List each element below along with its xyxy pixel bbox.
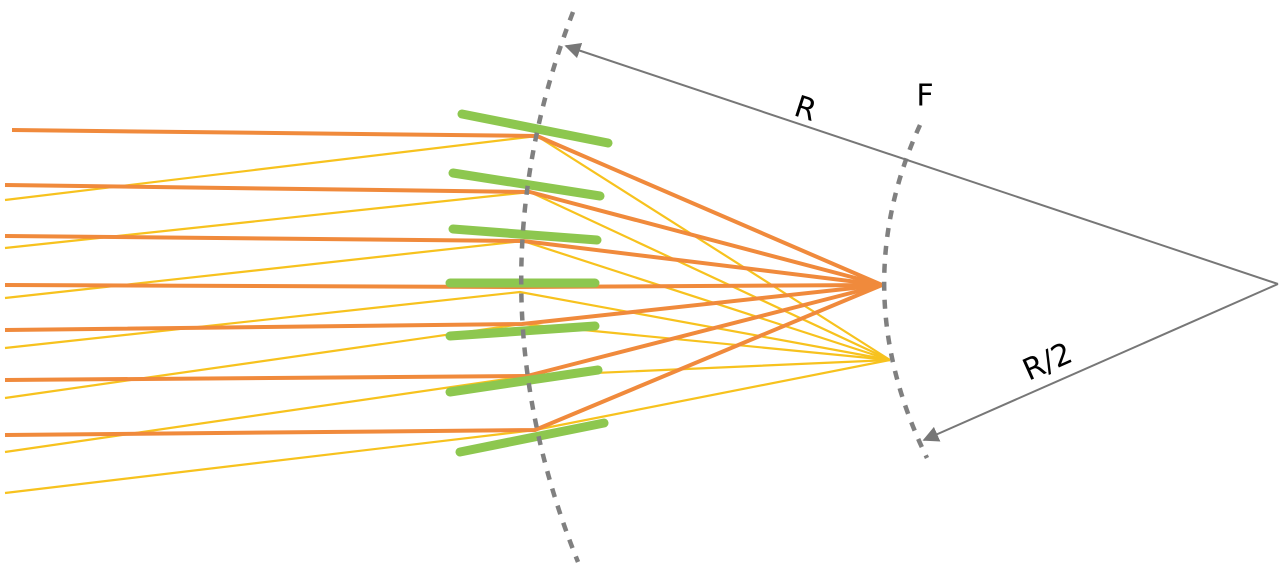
ray — [4, 183, 883, 287]
mirror-segments — [445, 109, 613, 457]
ray — [4, 283, 883, 382]
focus-label: F — [916, 79, 933, 114]
ray — [4, 358, 891, 454]
mirror — [445, 365, 603, 397]
mirror — [455, 418, 609, 457]
ray — [4, 283, 883, 332]
half-radius-arrow — [922, 283, 1279, 442]
radius-label: R — [790, 89, 821, 129]
half-radius-label: R/2 — [1018, 336, 1078, 388]
ray — [4, 234, 883, 287]
focal-arc — [881, 124, 930, 459]
mirror — [448, 168, 605, 201]
radius-arrow — [564, 42, 1279, 285]
mirror — [448, 224, 602, 245]
orange-rays — [4, 128, 883, 437]
ray — [4, 283, 883, 289]
ray — [11, 128, 883, 287]
mirror — [457, 109, 613, 148]
ray — [4, 283, 883, 437]
